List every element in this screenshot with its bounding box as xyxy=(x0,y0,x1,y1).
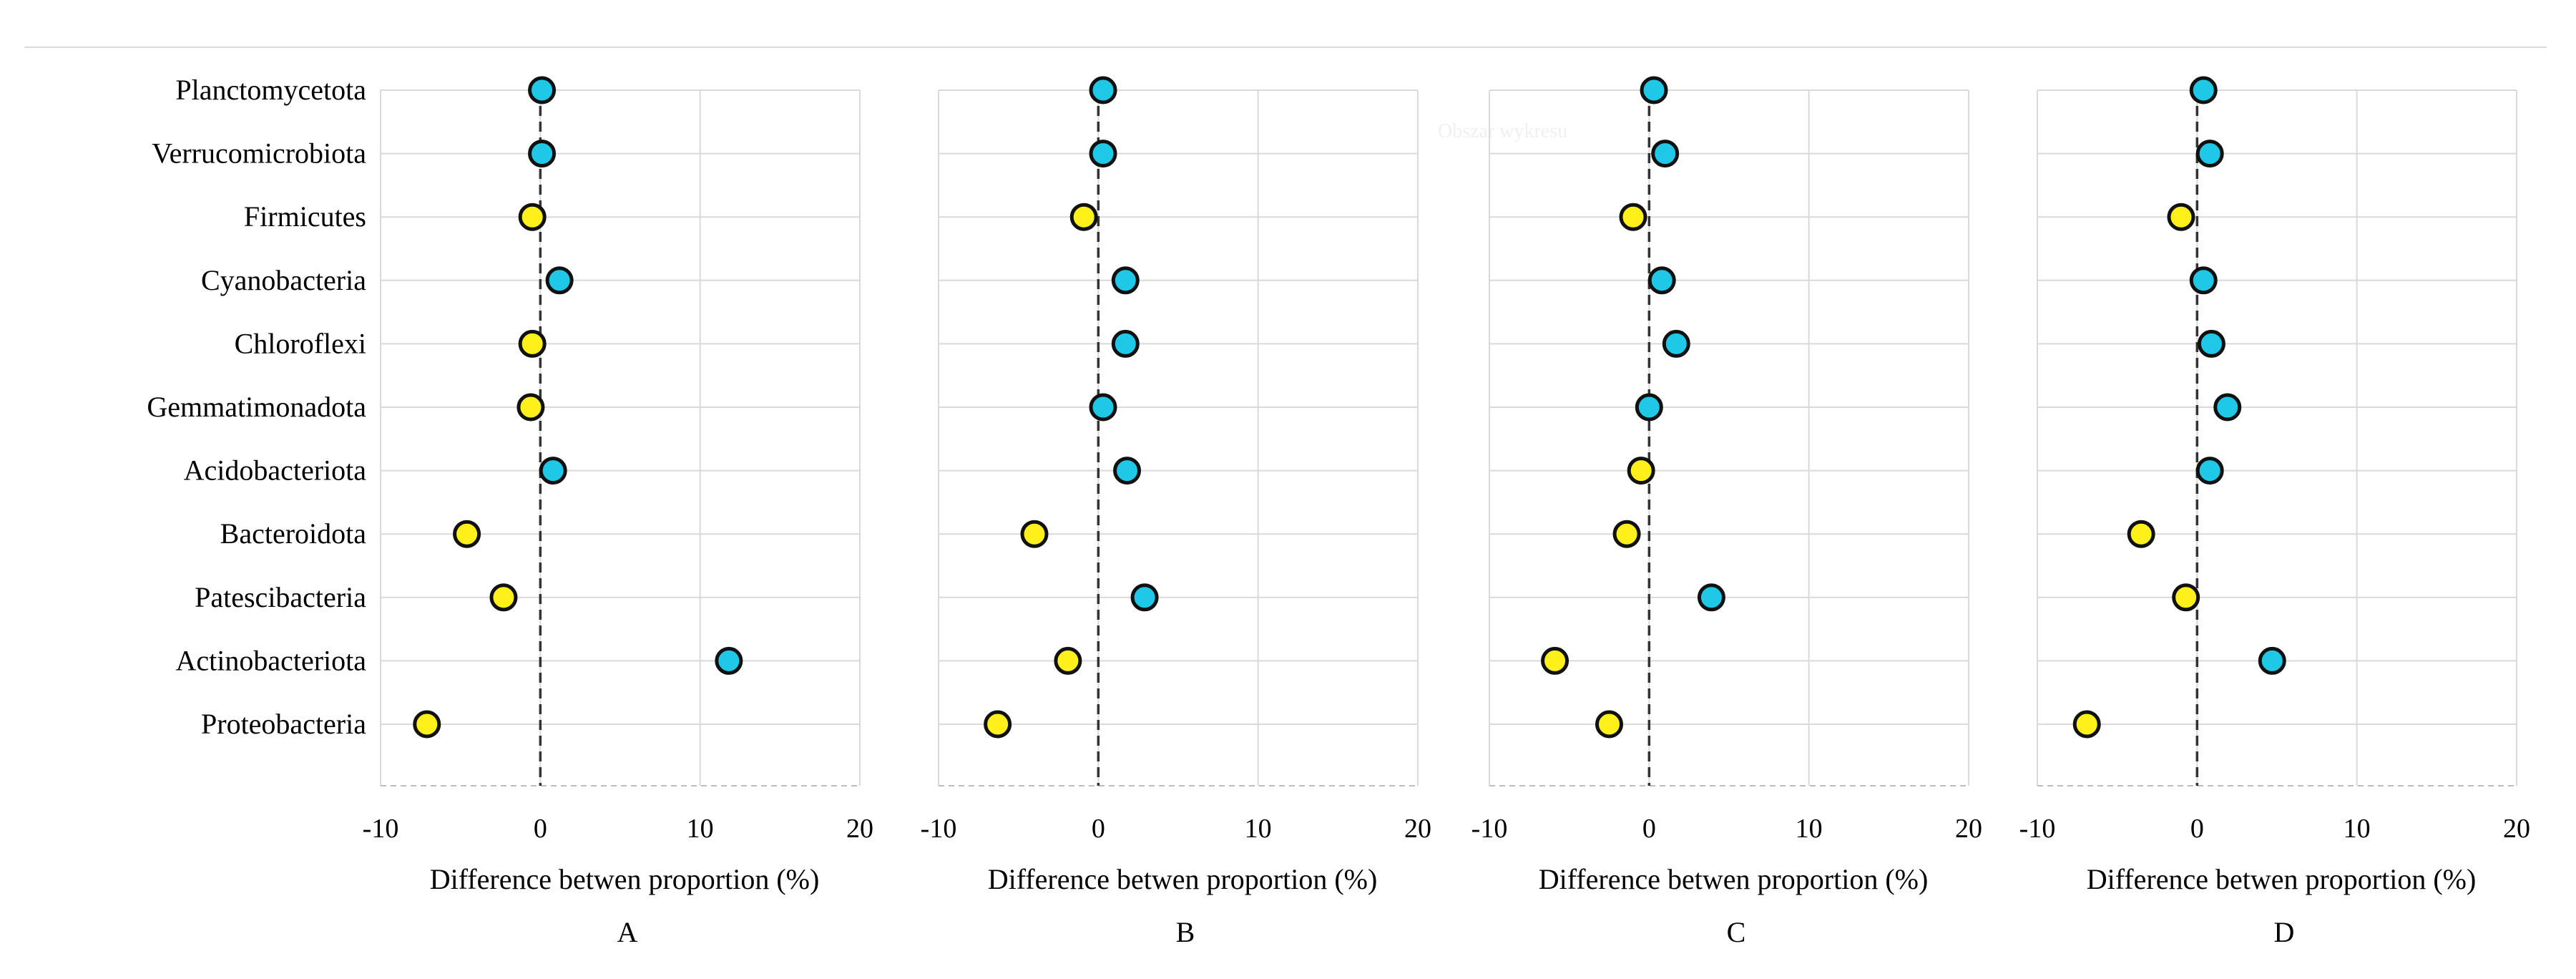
data-point xyxy=(2197,329,2225,358)
category-label: Patescibacteria xyxy=(195,581,366,613)
panel-label-d: D xyxy=(2274,916,2295,948)
category-label: Actinobacteriota xyxy=(175,644,366,676)
data-point xyxy=(528,76,557,104)
data-point xyxy=(2189,266,2218,295)
x-tick-label: 10 xyxy=(687,814,714,844)
category-label: Acidobacteriota xyxy=(184,454,367,487)
data-point xyxy=(1697,583,1725,612)
data-point xyxy=(489,583,518,612)
data-point xyxy=(518,203,547,231)
data-point xyxy=(1089,140,1117,168)
category-label: Verrucomicrobiota xyxy=(152,137,366,170)
x-tick-label: 20 xyxy=(1404,814,1431,844)
data-point xyxy=(453,520,481,548)
category-label: Proteobacteria xyxy=(201,708,366,740)
data-point xyxy=(1647,266,1676,295)
data-point xyxy=(1113,457,1142,485)
category-label: Chloroflexi xyxy=(235,327,366,359)
panel-d: -10 0 10 20 Difference betwen proportion (%)… xyxy=(2019,76,2530,948)
category-label: Cyanobacteria xyxy=(201,264,366,296)
panel-b: -10 0 10 20 Difference betwen proportion (%)… xyxy=(921,76,1431,948)
data-point xyxy=(1640,76,1668,104)
data-point xyxy=(1651,140,1680,168)
x-axis-label: Difference betwen proportion (%) xyxy=(988,863,1378,895)
x-tick-label: 20 xyxy=(2503,814,2530,844)
x-tick-label: 20 xyxy=(846,814,873,844)
data-point xyxy=(1662,329,1690,358)
data-point xyxy=(2167,203,2195,231)
data-point xyxy=(1595,710,1623,739)
data-point xyxy=(1612,520,1641,548)
panel-label-b: B xyxy=(1176,916,1195,948)
data-point xyxy=(1020,520,1049,548)
x-tick-label: -10 xyxy=(363,814,399,844)
data-point xyxy=(2127,520,2155,548)
data-point xyxy=(2189,76,2218,104)
data-point xyxy=(1054,646,1082,675)
data-point xyxy=(715,646,743,675)
category-label: Planctomycetota xyxy=(175,74,366,106)
x-axis-label: Difference betwen proportion (%) xyxy=(1539,863,1929,895)
x-axis-label: Difference betwen proportion (%) xyxy=(2087,863,2477,895)
data-point xyxy=(2072,710,2101,739)
data-point xyxy=(1635,393,1663,422)
data-point xyxy=(1111,329,1140,358)
x-tick-label: 10 xyxy=(1796,814,1823,844)
data-point xyxy=(984,710,1012,739)
x-axis-label: Difference betwen proportion (%) xyxy=(430,863,820,895)
x-tick-label: 10 xyxy=(1245,814,1272,844)
data-point xyxy=(2213,393,2242,422)
category-label: Bacteroidota xyxy=(220,517,367,550)
panels: -10 0 10 20 Difference betwen proportion (%)… xyxy=(147,74,2530,948)
data-point xyxy=(545,266,574,295)
data-point xyxy=(1111,266,1140,295)
data-point xyxy=(539,457,567,485)
data-point xyxy=(1089,393,1117,422)
data-point xyxy=(1089,76,1117,104)
data-point xyxy=(2258,646,2286,675)
x-tick-label: 0 xyxy=(1092,814,1105,844)
data-point xyxy=(1619,203,1647,231)
x-tick-label: 10 xyxy=(2344,814,2371,844)
data-point xyxy=(1069,203,1098,231)
data-point xyxy=(2172,583,2200,612)
data-point xyxy=(2195,457,2224,485)
category-label: Gemmatimonadota xyxy=(147,391,366,423)
data-point xyxy=(1130,583,1159,612)
x-tick-label: 0 xyxy=(534,814,547,844)
panel-a: -10 0 10 20 Difference betwen proportion (%)… xyxy=(147,74,873,948)
chart-area-watermark: Obszar wykresu xyxy=(1438,120,1567,142)
data-point xyxy=(518,329,547,358)
x-tick-label: 0 xyxy=(1642,814,1656,844)
data-point xyxy=(516,393,545,422)
x-tick-label: 0 xyxy=(2190,814,2204,844)
data-point xyxy=(1627,457,1655,485)
data-point xyxy=(2195,140,2224,168)
x-tick-label: -10 xyxy=(1471,814,1508,844)
category-label: Firmicutes xyxy=(244,200,366,233)
x-tick-label: 20 xyxy=(1955,814,1982,844)
panel-c: -10 0 10 20 Difference betwen proportion (%)… xyxy=(1471,76,1982,948)
panel-label-c: C xyxy=(1727,916,1746,948)
data-point xyxy=(528,140,557,168)
x-tick-label: -10 xyxy=(921,814,957,844)
data-point xyxy=(1541,646,1569,675)
panel-label-a: A xyxy=(617,916,638,948)
data-point xyxy=(413,710,441,739)
x-tick-label: -10 xyxy=(2019,814,2056,844)
